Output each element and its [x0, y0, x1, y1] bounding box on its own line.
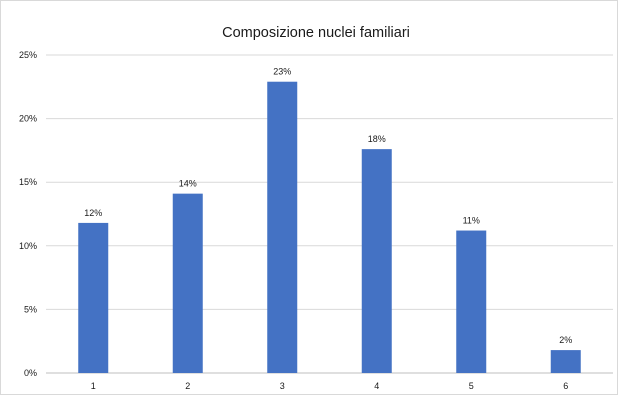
bar [172, 193, 203, 373]
y-tick-label: 10% [19, 241, 37, 251]
y-axis-ticks: 0% 5% 10% 15% 20% 25% [19, 50, 37, 378]
gridlines [46, 54, 613, 374]
bar [550, 350, 581, 373]
y-tick-label: 0% [24, 368, 37, 378]
y-tick-label: 25% [19, 50, 37, 60]
data-label: 23% [273, 67, 291, 77]
y-tick-label: 20% [19, 114, 37, 124]
data-label: 14% [179, 179, 197, 189]
x-tick-label: 6 [563, 381, 568, 391]
x-tick-label: 5 [469, 381, 474, 391]
bar [361, 149, 392, 373]
y-tick-label: 5% [24, 304, 37, 314]
bars [78, 81, 581, 373]
x-tick-label: 4 [374, 381, 379, 391]
x-tick-label: 3 [280, 381, 285, 391]
x-axis-ticks: 1 2 3 4 5 6 [91, 381, 569, 391]
data-label: 11% [463, 216, 480, 226]
data-labels: 12% 14% 23% 18% 11% 2% [84, 67, 572, 345]
data-label: 18% [368, 134, 386, 144]
y-tick-label: 15% [19, 177, 37, 187]
chart-title: Composizione nuclei familiari [222, 25, 410, 41]
bar [456, 230, 487, 373]
bar [267, 81, 298, 373]
data-label: 12% [84, 208, 102, 218]
x-tick-label: 2 [185, 381, 190, 391]
bar [78, 222, 109, 373]
x-tick-label: 1 [91, 381, 96, 391]
data-label: 2% [559, 335, 572, 345]
